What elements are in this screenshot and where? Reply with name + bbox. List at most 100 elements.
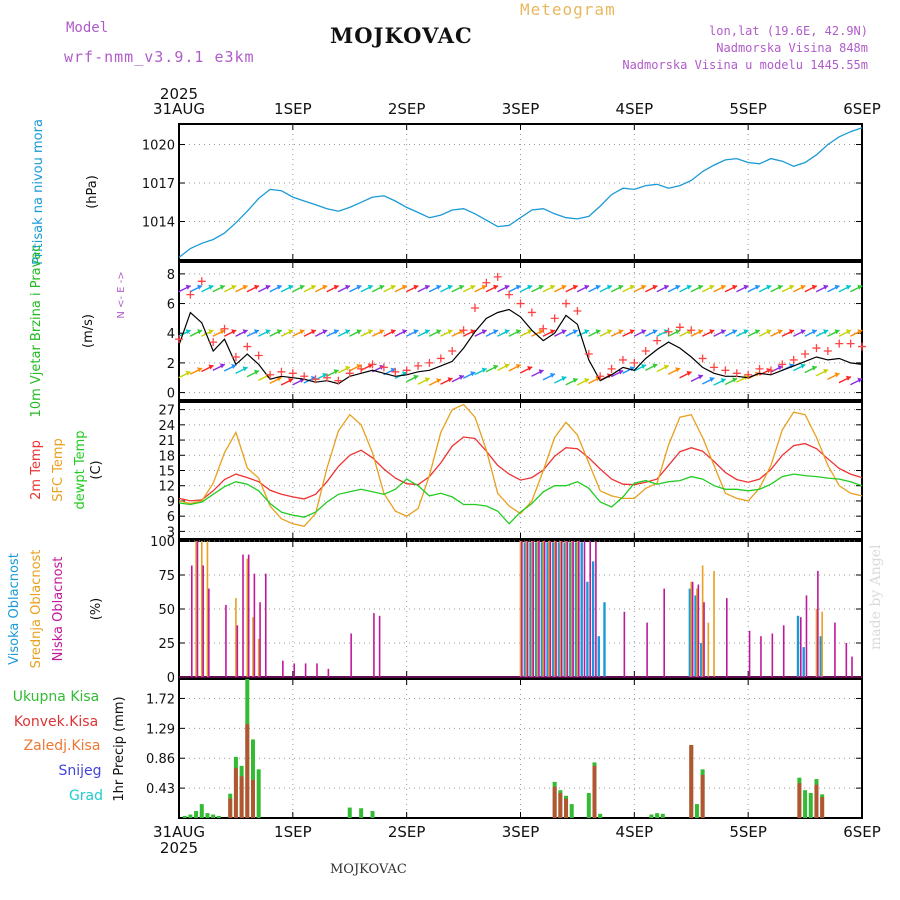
wind-arrow-head: [197, 284, 203, 290]
wind-gust-marker: [288, 369, 297, 378]
wind-arrow-head: [401, 284, 407, 290]
wind-gust-marker: [812, 344, 821, 353]
wind-arrow-head: [732, 377, 738, 383]
wind-arrow-head: [606, 284, 612, 290]
wind-arrow-head: [675, 284, 681, 290]
wind-arrow-head: [242, 366, 248, 372]
bottom-time-label: 31AUG: [153, 823, 205, 841]
wind-arrow-head: [379, 284, 385, 290]
wind-arrow-head: [811, 284, 817, 290]
wind-gust-marker: [505, 290, 514, 299]
bottom-time-label: 3SEP: [502, 823, 540, 841]
wind-arrow-head: [470, 284, 476, 290]
wind-arrow-head: [857, 377, 863, 383]
wind-ytick-label: 2: [167, 357, 175, 372]
wind-arrow-head: [208, 284, 214, 290]
wind-arrow-head: [789, 284, 795, 290]
wind-arrow-head: [709, 329, 715, 335]
wind-arrow-head: [413, 284, 419, 290]
cloud-high-title-text: Visoka Oblacnost: [7, 553, 22, 665]
wind-gust-marker: [493, 272, 502, 281]
precip-bar: [598, 813, 603, 818]
wind-arrow-head: [663, 284, 669, 290]
wind-arrow-head: [572, 329, 578, 335]
wind-arrow-head: [538, 369, 544, 375]
wind-arrow-head: [401, 329, 407, 335]
lonlat-label: lon,lat (19.6E, 42.9N): [709, 24, 868, 38]
top-year-label: 2025: [160, 85, 198, 103]
wind-gust-marker: [357, 364, 366, 373]
wind-arrow-head: [447, 284, 453, 290]
wind-arrow-head: [777, 284, 783, 290]
temperature-line-0: [178, 436, 863, 502]
precip-bar: [564, 798, 569, 818]
wind-arrow-head: [811, 329, 817, 335]
wind-arrow-head: [219, 363, 225, 369]
top-time-label: 6SEP: [843, 100, 881, 118]
wind-gust-marker: [823, 347, 832, 356]
cloud-mid-title-text: Srednja Oblacnost: [29, 550, 44, 669]
precip-bar: [228, 798, 233, 818]
wind-arrow-head: [333, 369, 339, 375]
wind-arrow-head: [458, 374, 464, 380]
wind-arrow-head: [515, 329, 521, 335]
footer-station: MOJKOVAC: [330, 862, 407, 877]
wind-arrow-head: [493, 329, 499, 335]
wind-arrow-head: [629, 284, 635, 290]
pressure-ytick-label: 1017: [142, 177, 175, 192]
top-time-label: 2SEP: [388, 100, 426, 118]
wind-arrow-head: [663, 364, 669, 370]
wind-gust-marker: [197, 277, 206, 286]
wind-arrow-head: [834, 329, 840, 335]
wind-arrow-head: [288, 284, 294, 290]
cloud-unit: (%): [89, 598, 104, 621]
wind-gust-marker: [710, 363, 719, 372]
precip-title: 1hr Precip (mm): [112, 696, 127, 801]
precip-bar: [660, 813, 665, 818]
wind-arrow-head: [845, 329, 851, 335]
model-name: wrf-nmm_v3.9.1 e3km: [64, 48, 255, 66]
wind-arrow-head: [561, 376, 567, 382]
pressure-title: Pritisak na nivou mora: [31, 119, 46, 265]
wind-arrow-head: [356, 363, 362, 369]
wind-gust-marker: [516, 299, 525, 308]
wind-arrow-head: [390, 284, 396, 290]
precip-ytick-label: 0.86: [146, 752, 175, 767]
wind-gust-marker: [732, 369, 741, 378]
wind-arrow-head: [379, 329, 385, 335]
wind-arrow-head: [299, 284, 305, 290]
wind-arrow-head: [686, 284, 692, 290]
wind-gust-marker: [231, 352, 240, 361]
precip-bar: [256, 769, 261, 818]
wind-gust-marker: [391, 367, 400, 376]
temperature-ytick-label: 15: [158, 465, 175, 480]
wind-arrow-head: [720, 329, 726, 335]
wind-arrow-head: [242, 329, 248, 335]
wind-arrow-head: [766, 329, 772, 335]
wind-arrow-head: [208, 364, 214, 370]
pressure-unit-text: (hPa): [85, 175, 100, 209]
wind-arrow-head: [367, 329, 373, 335]
wind-arrow-head: [288, 329, 294, 335]
temp-unit-text: (C): [89, 460, 104, 479]
wind-arrow-head: [219, 284, 225, 290]
precip-legend-item: Ukupna Kisa: [13, 689, 100, 705]
wind-arrow-head: [629, 329, 635, 335]
elevation-label: Nadmorska Visina 848m: [716, 41, 868, 55]
model-elevation-label: Nadmorska Visina u modelu 1445.55m: [622, 58, 868, 72]
wind-arrow-head: [231, 364, 237, 370]
wind-arrow-head: [413, 374, 419, 380]
wind-arrow-head: [515, 284, 521, 290]
wind-gust-marker: [345, 369, 354, 378]
wind-gust-marker: [402, 366, 411, 375]
temp-dewpt-title: dewpt Temp: [73, 430, 88, 509]
wind-unit: (m/s): [81, 314, 96, 348]
wind-arrow-head: [823, 329, 829, 335]
wind-compass-text: N <- E ->: [116, 271, 127, 318]
wind-arrow-head: [584, 284, 590, 290]
wind-arrow-head: [823, 284, 829, 290]
wind-gust-marker: [801, 350, 810, 358]
wind-arrow-head: [811, 365, 817, 371]
cloud-low-title-text: Niska Oblacnost: [51, 557, 66, 662]
